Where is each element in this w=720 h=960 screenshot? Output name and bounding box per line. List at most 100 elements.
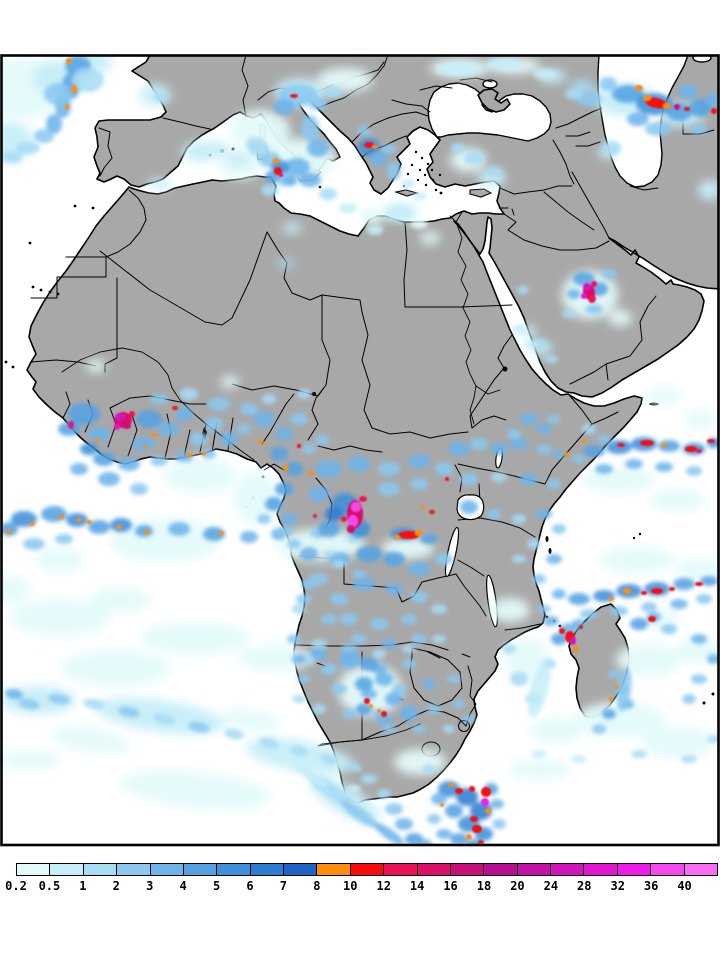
precip-blob xyxy=(707,439,715,443)
precip-blob xyxy=(392,684,406,694)
precip-blob xyxy=(133,437,155,451)
precip-blob xyxy=(455,788,463,794)
precip-blob xyxy=(316,460,342,478)
precip-blob xyxy=(470,438,488,450)
precip-blob xyxy=(66,58,72,64)
precip-blob xyxy=(531,750,547,758)
precip-blob xyxy=(571,755,587,763)
precip-blob xyxy=(581,293,587,299)
precip-blob xyxy=(696,594,712,604)
precip-blob xyxy=(208,397,230,411)
precip-blob xyxy=(421,505,425,509)
precip-blob xyxy=(573,646,579,652)
precip-blob xyxy=(261,184,279,196)
precip-blob xyxy=(158,422,180,436)
precip-blob xyxy=(394,535,400,539)
precip-blob xyxy=(413,192,427,200)
precip-blob xyxy=(348,456,370,472)
precip-blob xyxy=(140,622,250,654)
colorbar-segment xyxy=(350,864,385,875)
island-dot xyxy=(426,162,430,166)
colorbar-segment xyxy=(684,864,717,875)
precip-blob xyxy=(297,675,311,683)
precip-blob xyxy=(378,482,400,496)
precip-blob xyxy=(512,514,526,524)
lake-tana xyxy=(502,366,508,372)
precip-blob xyxy=(202,449,216,459)
precip-blob xyxy=(602,547,674,573)
precip-blob xyxy=(663,103,671,109)
precip-blob xyxy=(435,553,453,565)
precip-blob xyxy=(86,360,106,372)
precip-blob xyxy=(285,462,303,476)
precip-blob xyxy=(2,750,60,770)
precip-blob xyxy=(10,600,110,636)
precip-blob xyxy=(23,538,45,550)
precip-blob xyxy=(317,68,373,92)
precip-blob xyxy=(382,144,396,154)
precip-blob xyxy=(284,158,310,176)
precip-blob xyxy=(507,429,521,439)
precip-blob xyxy=(655,462,673,472)
colorbar-segment xyxy=(551,864,585,875)
precip-blob xyxy=(226,152,252,166)
precip-blob xyxy=(608,597,614,601)
precip-blob xyxy=(651,588,663,594)
precip-blob xyxy=(318,521,340,537)
precip-blob xyxy=(582,467,654,493)
precip-blob xyxy=(552,450,566,458)
precip-blob xyxy=(240,531,258,543)
precip-blob xyxy=(669,587,675,591)
precip-blob xyxy=(674,104,680,110)
precip-blob xyxy=(175,407,193,421)
precip-blob xyxy=(237,424,251,434)
precip-blob xyxy=(681,755,697,763)
colorbar-segment xyxy=(83,864,118,875)
precip-blob xyxy=(71,85,77,93)
precip-blob xyxy=(603,141,621,155)
colorbar-tick-label: 40 xyxy=(677,879,692,893)
island-canary xyxy=(56,292,60,296)
precip-blob xyxy=(438,781,460,797)
island-seychelles xyxy=(638,532,642,536)
precip-blob xyxy=(248,142,270,156)
precip-blob xyxy=(641,602,657,612)
island-dot xyxy=(430,168,434,172)
precip-blob xyxy=(559,628,565,634)
precip-blob xyxy=(385,803,403,815)
precip-blob xyxy=(606,440,632,454)
precip-blob xyxy=(707,654,718,664)
precip-blob xyxy=(552,524,566,534)
precip-blob xyxy=(536,509,552,519)
precip-blob xyxy=(65,104,69,110)
precip-blob xyxy=(123,423,131,429)
precip-blob xyxy=(150,394,168,404)
colorbar-segment xyxy=(284,864,318,875)
precip-blob xyxy=(359,496,367,502)
precip-blob xyxy=(275,526,293,536)
precip-blob xyxy=(395,818,413,830)
colorbar-tick-label: 16 xyxy=(443,879,458,893)
precip-blob xyxy=(230,110,290,150)
precip-blob xyxy=(320,753,338,765)
colorbar-segment xyxy=(117,864,151,875)
colorbar-segment xyxy=(584,864,618,875)
precip-blob xyxy=(58,515,64,519)
precip-blob xyxy=(676,637,718,663)
precip-blob xyxy=(630,618,648,630)
precip-blob xyxy=(448,783,454,787)
precip-blob xyxy=(190,432,208,446)
precip-blob xyxy=(381,639,397,649)
precip-blob xyxy=(520,473,538,485)
colorbar-tick-label: 24 xyxy=(543,879,559,893)
precip-blob xyxy=(312,704,326,714)
island-dot xyxy=(414,150,418,154)
precip-blob xyxy=(118,706,140,718)
colorbar-segment xyxy=(17,864,51,875)
precip-blob xyxy=(616,644,680,676)
colorbar-segment xyxy=(317,864,351,875)
precip-blob xyxy=(29,522,35,526)
precip-blob xyxy=(469,786,475,792)
precip-blob xyxy=(351,502,361,512)
